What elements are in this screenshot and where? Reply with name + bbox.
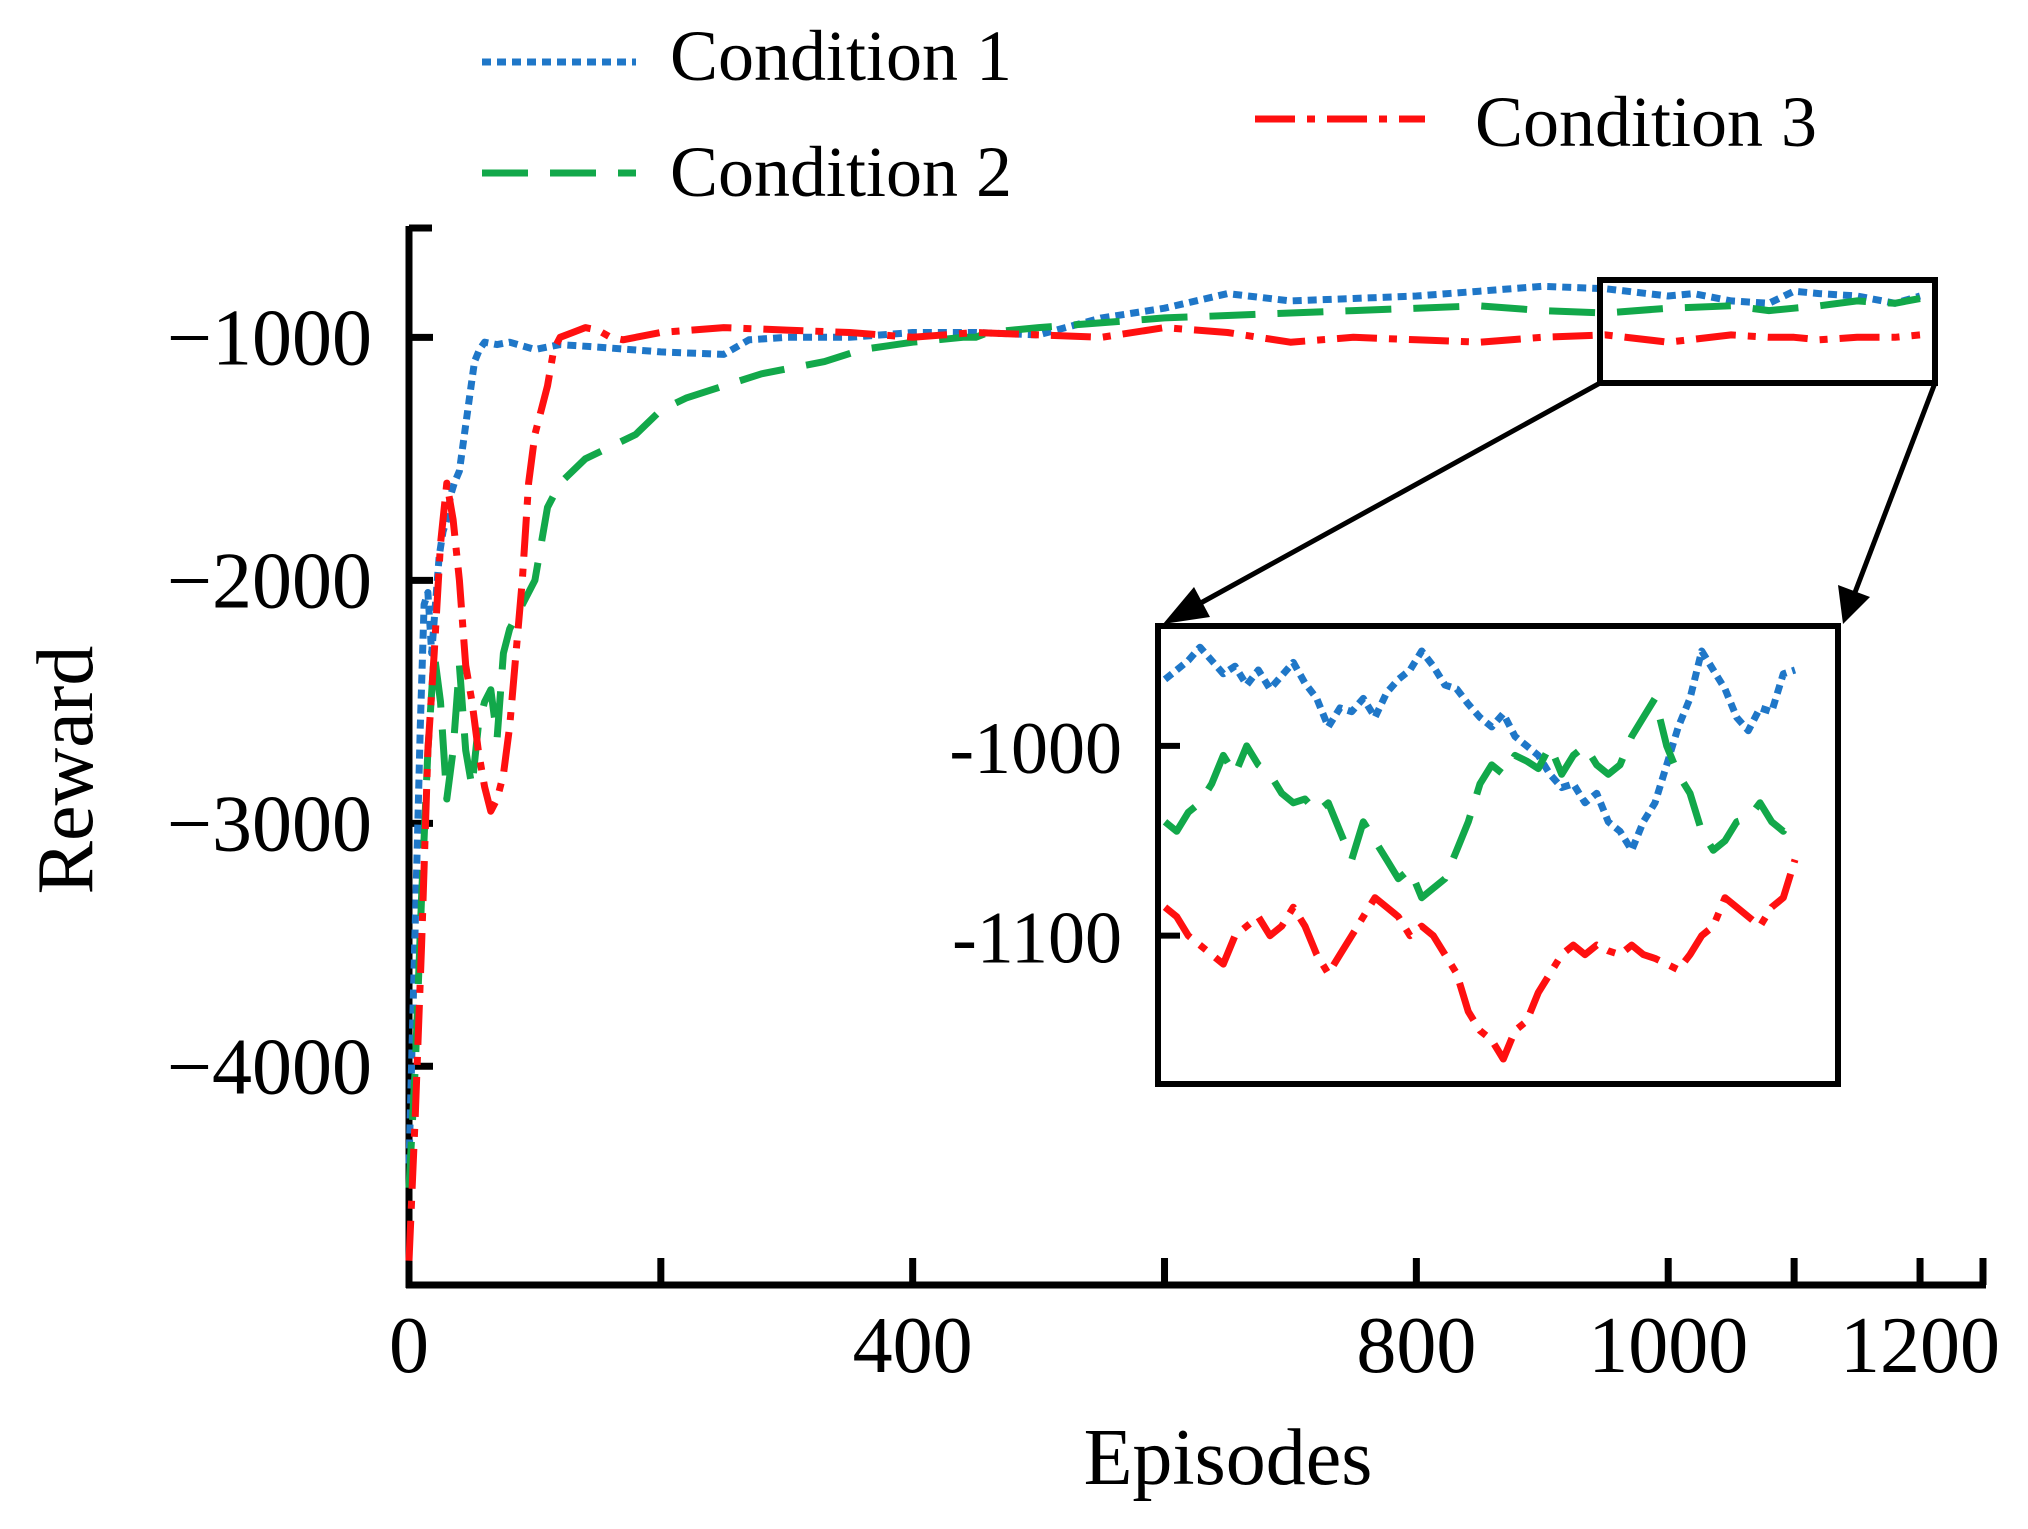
y-tick-label: −2000: [167, 537, 372, 625]
inset-y-ticks: -1000 -1100: [949, 708, 1180, 980]
inset-series-line-condition-3: [1162, 858, 1799, 1063]
legend-item-condition-2: Condition 2: [482, 132, 1012, 212]
x-axis-title: Episodes: [1084, 1414, 1373, 1502]
legend-label-condition-2: Condition 2: [670, 132, 1012, 212]
inset-series-line-condition-1: [1162, 643, 1797, 854]
x-ticks: 0 400 800 1000 1200: [389, 1258, 2000, 1390]
inset-frame: [1155, 623, 1841, 1087]
main-plot-lines: [405, 282, 1921, 1261]
y-ticks: −1000 −2000 −3000 −4000: [167, 294, 433, 1111]
y-axis-title: Reward: [22, 646, 110, 895]
series-line-condition-2: [405, 295, 1921, 1188]
zoom-region-box: [1597, 277, 1938, 386]
x-tick-label: 1200: [1840, 1302, 2000, 1390]
legend-label-condition-1: Condition 1: [670, 16, 1012, 96]
x-tick-label: 400: [853, 1302, 973, 1390]
legend-label-condition-3: Condition 3: [1475, 82, 1817, 162]
zoom-arrow-right-head: [1838, 585, 1870, 624]
y-tick-label: −3000: [167, 780, 372, 868]
inset-series-line-condition-2: [1162, 694, 1798, 902]
x-tick-label: 1000: [1588, 1302, 1748, 1390]
inset-y-tick-label: -1100: [952, 898, 1122, 980]
legend-item-condition-3: Condition 3: [1255, 82, 1817, 162]
legend-item-condition-1: Condition 1: [482, 16, 1012, 96]
zoom-indicator: [1163, 277, 1938, 624]
x-tick-label: 800: [1356, 1302, 1476, 1390]
inset-y-tick-label: -1000: [949, 708, 1122, 790]
zoom-arrow-left-head: [1163, 587, 1210, 624]
series-line-condition-3: [405, 324, 1921, 1261]
x-tick-label: 0: [389, 1302, 429, 1390]
legend: Condition 1 Condition 2 Condition 3: [482, 16, 1817, 212]
series-line-condition-1: [405, 282, 1921, 1164]
inset-plot-lines: [1162, 643, 1799, 1063]
inset: -1000 -1100: [949, 623, 1841, 1087]
zoom-arrow-left-line: [1186, 380, 1602, 613]
y-tick-label: −1000: [167, 294, 372, 382]
y-tick-label: −4000: [167, 1023, 372, 1111]
zoom-arrow-right-line: [1851, 382, 1938, 596]
